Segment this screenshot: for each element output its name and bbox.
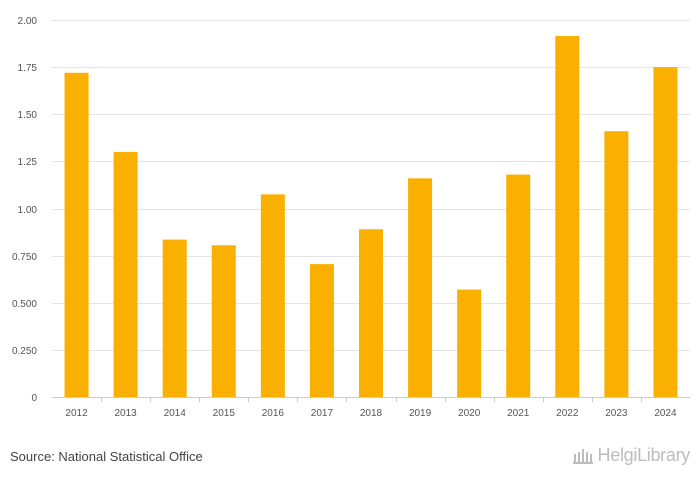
source-note: Source: National Statistical Office (10, 449, 203, 464)
x-tick-label: 2023 (605, 408, 628, 419)
bar-2014[interactable] (162, 239, 187, 397)
x-tick-label: 2013 (114, 408, 137, 419)
x-tick-label: 2019 (409, 408, 432, 419)
x-tick-label: 2014 (164, 408, 187, 419)
y-tick-label: 0.500 (12, 299, 37, 310)
bar-2024[interactable] (653, 67, 678, 397)
brand-name: HelgiLibrary (597, 445, 691, 465)
bar-2022[interactable] (555, 36, 580, 398)
x-tick-label: 2024 (654, 408, 677, 419)
bar-2023[interactable] (604, 131, 629, 397)
x-tick-label: 2017 (311, 408, 334, 419)
bar-2013[interactable] (113, 151, 138, 397)
bar-2016[interactable] (260, 194, 285, 397)
bar-2017[interactable] (309, 264, 334, 397)
brand-logo[interactable]: HelgiLibrary (572, 445, 690, 466)
y-tick-label: 1.50 (18, 110, 38, 121)
x-tick-label: 2012 (65, 408, 88, 419)
bar-2021[interactable] (506, 174, 531, 397)
y-tick-label: 1.75 (18, 63, 38, 74)
x-tick-label: 2020 (458, 408, 481, 419)
y-tick-label: 0 (31, 393, 37, 404)
y-tick-label: 0.250 (12, 346, 37, 357)
y-axis-ticks: 0 0.250 0.500 0.750 1.00 1.25 1.50 1.75 2.00 (12, 16, 37, 404)
bar-2019[interactable] (408, 178, 433, 397)
bar-2018[interactable] (359, 229, 383, 397)
y-tick-label: 2.00 (18, 16, 38, 27)
x-tick-label: 2018 (360, 408, 383, 419)
y-tick-label: 1.25 (18, 157, 38, 168)
library-building-icon (572, 447, 594, 465)
x-tick-label: 2021 (507, 408, 530, 419)
bar-2015[interactable] (211, 245, 236, 397)
grid-lines (52, 20, 690, 398)
x-tick-label: 2022 (556, 408, 579, 419)
bar-2012[interactable] (64, 72, 89, 397)
bar-chart: 0 0.250 0.500 0.750 1.00 1.25 1.50 1.75 2.00 201… (12, 16, 690, 419)
y-tick-label: 1.00 (18, 205, 38, 216)
bar-2020[interactable] (457, 289, 482, 397)
y-tick-label: 0.750 (12, 252, 37, 263)
bars (64, 36, 678, 398)
x-tick-label: 2016 (262, 408, 285, 419)
x-tick-label: 2015 (213, 408, 236, 419)
x-axis-ticks: 2012 2013 2014 2015 2016 2017 2018 2019 2020 2021… (65, 397, 677, 419)
